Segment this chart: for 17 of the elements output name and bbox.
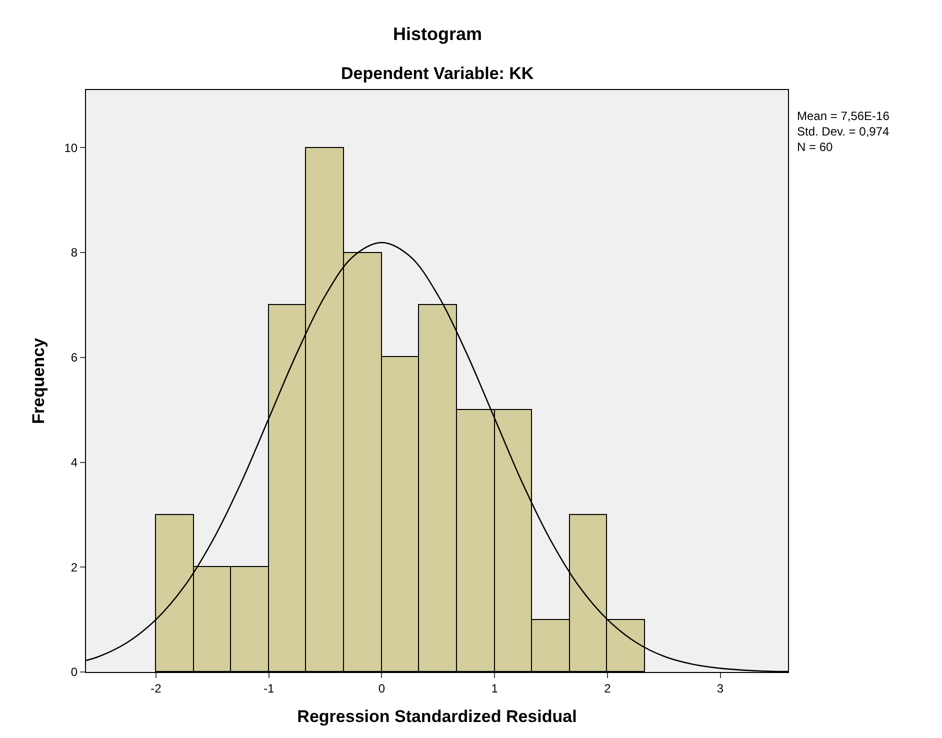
chart-title: Histogram [393,24,482,44]
x-tick-label: -1 [264,681,274,696]
y-tick-label: 0 [70,665,78,680]
x-tick-label: 2 [604,681,612,696]
chart-subtitle: Dependent Variable: KK [341,64,534,83]
y-tick-label: 4 [70,455,78,470]
x-axis-title: Regression Standardized Residual [297,706,577,726]
y-axis-title: Frequency [28,337,48,424]
x-tick-label: 0 [378,681,386,696]
y-tick-label: 10 [64,140,78,155]
x-tick-label: 1 [491,681,498,696]
y-tick-label: 6 [70,350,78,365]
text: Mean = 7,56E-16 Std. Dev. = 0,974 N = 60 [797,109,890,154]
x-tick-label: -2 [150,681,162,696]
y-tick-label: 2 [70,560,78,574]
x-tick-label: 3 [716,681,724,696]
y-tick-label: 8 [70,246,78,260]
